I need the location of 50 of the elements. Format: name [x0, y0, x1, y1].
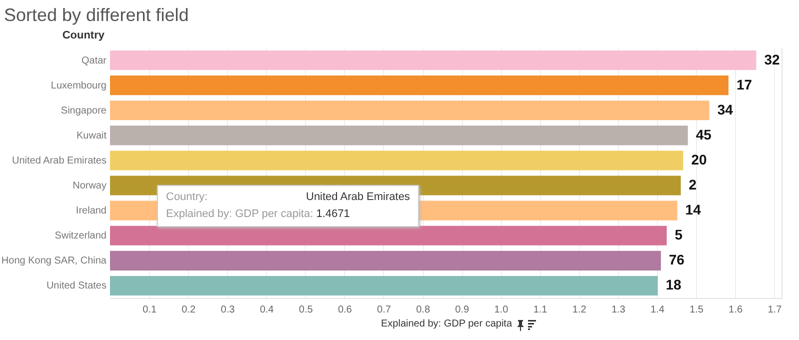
- annotation: 45: [696, 126, 712, 142]
- y-tick-label: Kuwait: [76, 130, 107, 142]
- y-tick-label: Switzerland: [54, 230, 106, 242]
- annotation: 34: [717, 101, 734, 118]
- y-tick-label: United Arab Emirates: [12, 155, 106, 166]
- x-tick-label: 0.6: [338, 304, 352, 316]
- bar: [110, 226, 667, 246]
- annotation: 20: [691, 151, 707, 168]
- y-tick-label: Singapore: [60, 105, 107, 116]
- bar: [110, 100, 710, 120]
- bar: [110, 276, 658, 296]
- y-axis-title: Country: [62, 30, 106, 42]
- y-tick-label: Ireland: [76, 206, 106, 217]
- annotation: Explained by: GDP per capita: 1.4671: [166, 208, 350, 220]
- x-tick-label: 0.9: [455, 304, 470, 316]
- y-tick-label: United States: [46, 280, 106, 292]
- annotation: 32: [764, 51, 780, 68]
- chart-title: Sorted by different field: [4, 5, 189, 26]
- x-tick-label: 0.4: [260, 304, 274, 316]
- x-tick-label: 1.6: [728, 304, 744, 316]
- annotation: 14: [685, 202, 702, 218]
- x-tick-label: 1.0: [494, 304, 509, 316]
- y-tick-label: Hong Kong SAR, China: [1, 256, 107, 267]
- bar: [110, 150, 684, 170]
- annotation: 17: [736, 76, 752, 92]
- bar: [110, 250, 661, 270]
- x-tick-label: 1.7: [768, 304, 782, 316]
- y-tick-label: Luxembourg: [50, 80, 106, 92]
- x-tick-label: 1.1: [533, 304, 548, 316]
- bar: [110, 76, 728, 96]
- x-tick-label: 0.2: [182, 304, 196, 316]
- x-tick-label: 1.2: [572, 304, 587, 316]
- annotation: 76: [668, 252, 685, 268]
- y-tick-label: Norway: [72, 180, 106, 192]
- x-axis-title: Explained by: GDP per capita: [380, 318, 512, 330]
- bar: [110, 126, 688, 146]
- annotation: 5: [674, 226, 683, 243]
- x-tick-label: 0.8: [416, 304, 430, 316]
- x-tick-label: 1.5: [690, 304, 704, 316]
- text: Country: United Arab Emirates: [166, 191, 410, 203]
- bar: [110, 50, 756, 70]
- x-tick-label: 1.3: [611, 304, 626, 316]
- annotation: 2: [688, 176, 697, 193]
- x-tick-label: 0.3: [220, 304, 236, 316]
- x-tick-label: 0.7: [377, 304, 392, 316]
- x-tick-label: 1.4: [650, 304, 665, 316]
- x-tick-label: 0.5: [298, 304, 314, 316]
- y-tick-label: Qatar: [81, 55, 108, 66]
- x-tick-label: 0.1: [142, 304, 157, 316]
- annotation: 18: [666, 276, 682, 293]
